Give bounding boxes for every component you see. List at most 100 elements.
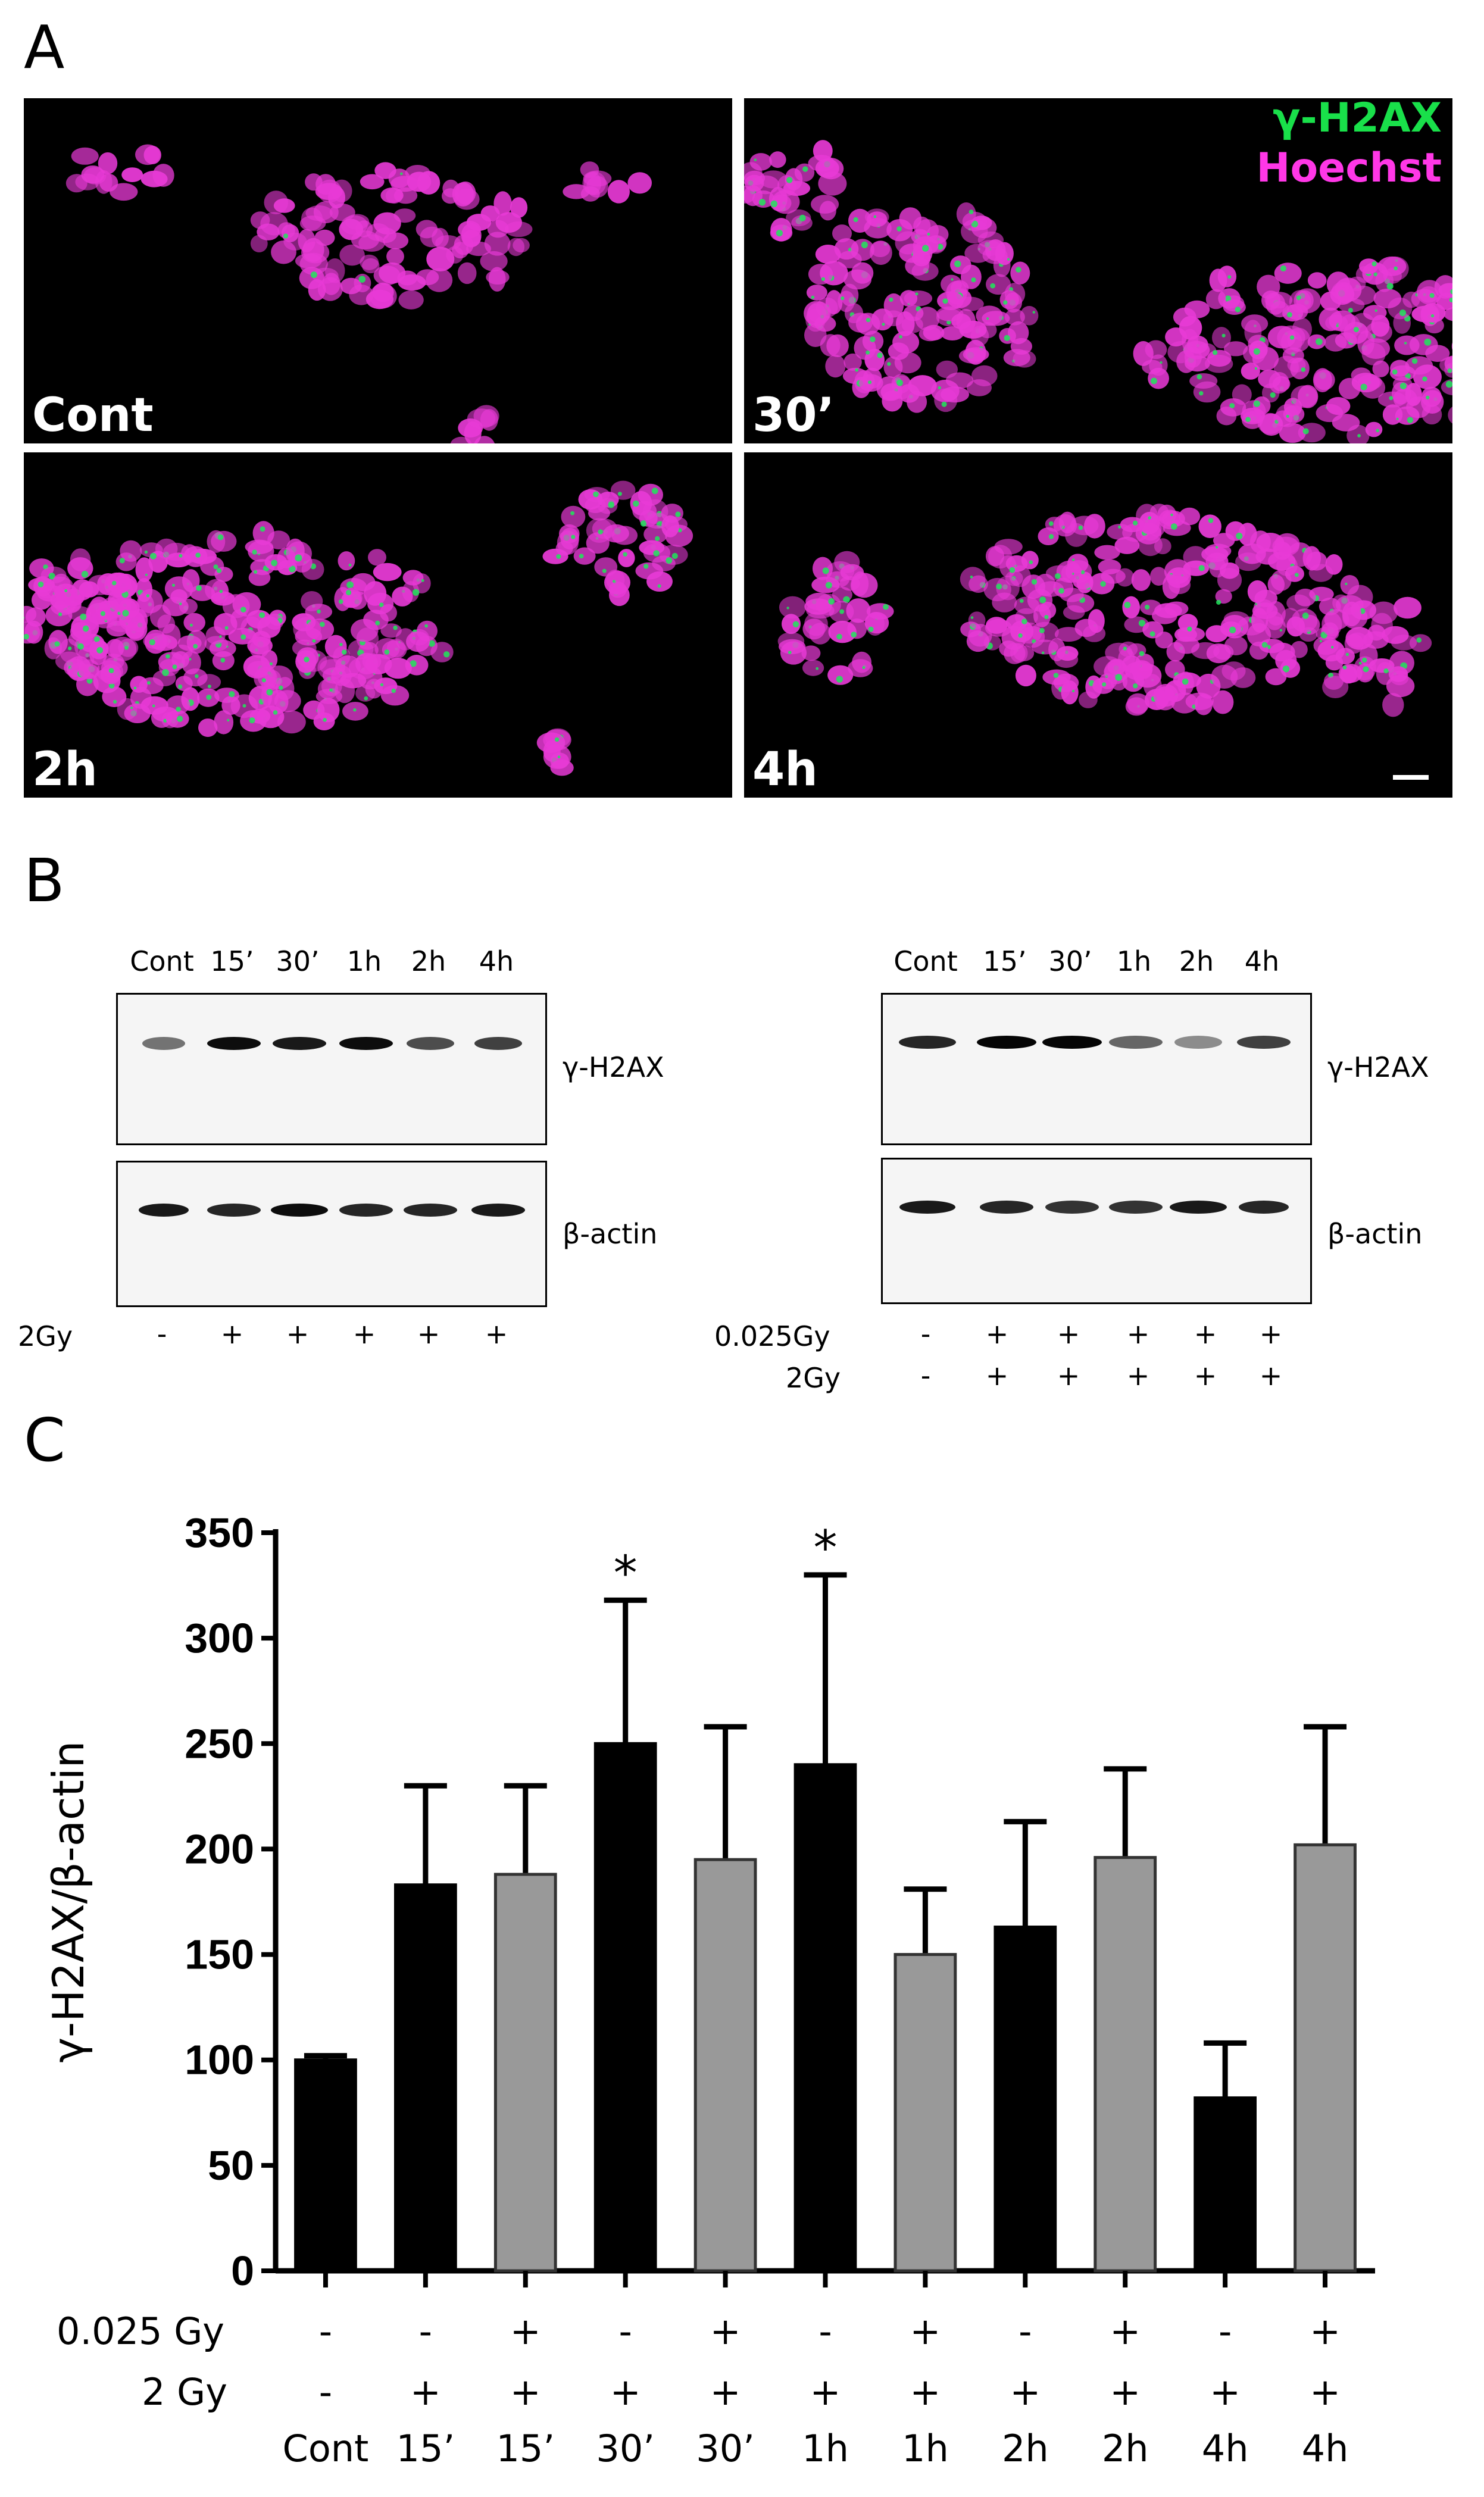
- nucleus: [808, 264, 833, 285]
- nucleus: [510, 197, 528, 218]
- nucleus: [248, 569, 271, 586]
- focus: [346, 589, 352, 596]
- focus: [1229, 626, 1236, 633]
- nucleus: [368, 549, 386, 566]
- focus: [179, 554, 183, 558]
- lane-label: 15’: [983, 945, 1027, 977]
- band: [1042, 1036, 1102, 1049]
- nucleus: [1261, 290, 1280, 310]
- focus: [1296, 295, 1301, 301]
- nucleus: [1110, 671, 1128, 690]
- band: [980, 1201, 1033, 1214]
- focus: [310, 271, 317, 279]
- lane-label: 4h: [479, 945, 514, 977]
- nucleus: [1285, 565, 1304, 582]
- nucleus: [1094, 545, 1120, 560]
- nucleus: [848, 659, 873, 677]
- high-dose-sign: +: [1210, 2370, 1241, 2414]
- focus: [270, 662, 273, 665]
- dose-sign: +: [417, 1318, 440, 1350]
- focus: [1199, 391, 1204, 396]
- nucleus: [277, 710, 306, 734]
- nucleus: [611, 526, 638, 545]
- nucleus: [907, 390, 927, 413]
- band: [339, 1204, 393, 1217]
- category-label: 4h: [1202, 2427, 1249, 2470]
- focus: [938, 386, 941, 390]
- low-dose-sign: +: [1110, 2310, 1141, 2353]
- nucleus: [1335, 277, 1362, 302]
- focus: [968, 210, 974, 214]
- nucleus: [507, 237, 525, 257]
- focus: [1445, 380, 1452, 388]
- focus: [379, 602, 384, 607]
- nucleus: [916, 219, 939, 243]
- nucleus: [956, 202, 976, 226]
- focus: [206, 695, 212, 700]
- dose-sign: +: [1057, 1360, 1080, 1392]
- high-dose-sign: +: [410, 2370, 441, 2414]
- focus: [828, 598, 835, 605]
- nucleus: [302, 237, 324, 262]
- nucleus: [802, 660, 824, 676]
- focus: [1078, 525, 1083, 530]
- band: [977, 1036, 1036, 1049]
- nucleus: [138, 589, 163, 614]
- nucleus: [838, 290, 855, 312]
- bar: [1294, 1843, 1357, 2273]
- high-dose-sign: -: [319, 2370, 332, 2414]
- focus: [1208, 518, 1214, 523]
- focus: [1102, 682, 1107, 687]
- focus: [339, 643, 343, 646]
- lane-label: 1h: [346, 945, 382, 977]
- nucleus: [1213, 533, 1235, 548]
- nucleus: [214, 687, 239, 703]
- focus: [1100, 581, 1106, 587]
- nucleus: [977, 231, 1004, 249]
- focus: [776, 230, 783, 237]
- focus: [364, 696, 368, 701]
- focus: [1071, 689, 1075, 693]
- nucleus: [1030, 621, 1059, 642]
- focus: [1235, 307, 1241, 312]
- nucleus: [1266, 601, 1286, 626]
- nucleus: [1444, 307, 1452, 321]
- nucleus: [101, 657, 128, 679]
- focus: [196, 585, 202, 591]
- nucleus: [151, 707, 173, 728]
- blot-bands: [899, 1036, 1291, 1049]
- high-dose-sign: +: [1010, 2370, 1041, 2414]
- focus: [220, 658, 226, 663]
- nucleus: [398, 274, 426, 291]
- focus: [1170, 523, 1177, 530]
- focus: [1053, 673, 1059, 678]
- dose-sign: -: [920, 1360, 931, 1392]
- focus: [273, 710, 278, 715]
- high-dose-sign: +: [710, 2370, 741, 2414]
- nucleus: [480, 205, 500, 222]
- lane-label: Cont: [130, 945, 194, 977]
- focus: [162, 669, 169, 676]
- nucleus: [1320, 291, 1342, 311]
- focus: [1294, 573, 1299, 577]
- focus: [81, 571, 89, 578]
- low-dose-sign: +: [710, 2310, 741, 2353]
- focus: [254, 570, 258, 574]
- focus: [799, 214, 806, 221]
- nucleus: [474, 436, 495, 443]
- focus: [1021, 618, 1027, 624]
- dose-sign: +: [985, 1318, 1009, 1350]
- focus: [1018, 633, 1023, 638]
- nucleus: [1325, 554, 1343, 575]
- focus: [152, 704, 155, 708]
- nucleus: [1223, 611, 1249, 627]
- category-label: 15’: [396, 2427, 455, 2470]
- focus: [1430, 314, 1435, 318]
- low-dose-sign: -: [319, 2310, 332, 2353]
- nucleus: [818, 171, 847, 196]
- nucleus: [1416, 280, 1442, 305]
- focus: [861, 241, 868, 248]
- band: [404, 1204, 457, 1217]
- focus: [1280, 265, 1286, 272]
- focus: [261, 678, 266, 683]
